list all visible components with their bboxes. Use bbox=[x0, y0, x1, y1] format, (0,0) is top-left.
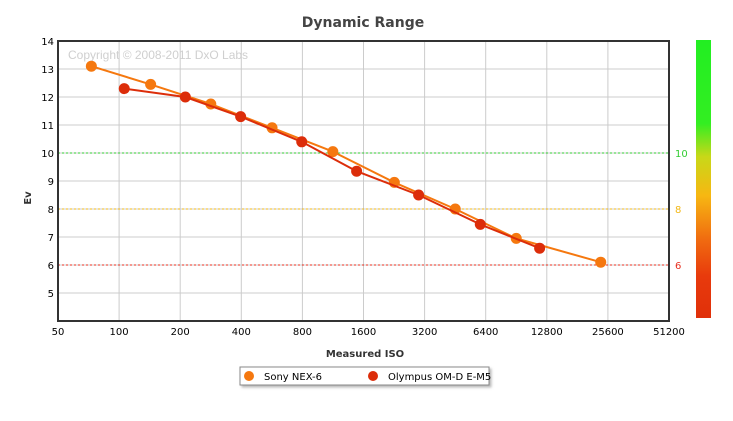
y-tick-label-13: 13 bbox=[41, 65, 54, 76]
data-point-olympus-om-d-e-m5[interactable] bbox=[413, 189, 425, 201]
y-tick-label-8: 8 bbox=[48, 205, 54, 216]
x-tick-label-200: 200 bbox=[171, 327, 190, 338]
data-point-olympus-om-d-e-m5[interactable] bbox=[118, 83, 130, 95]
legend-marker-sony-nex-6[interactable] bbox=[244, 371, 254, 381]
chart-title: Dynamic Range bbox=[302, 15, 424, 31]
legend-label-sony-nex-6[interactable]: Sony NEX-6 bbox=[264, 372, 322, 383]
data-point-olympus-om-d-e-m5[interactable] bbox=[235, 111, 247, 123]
data-point-olympus-om-d-e-m5[interactable] bbox=[474, 218, 486, 230]
y-axis-title: Ev bbox=[23, 191, 34, 205]
y-axis-ticks: 5 6 7 8 9 10 11 12 13 14 bbox=[41, 37, 54, 300]
x-tick-label-50: 50 bbox=[52, 327, 65, 338]
legend-label-olympus-om-d-e-m5[interactable]: Olympus OM-D E-M5 bbox=[388, 372, 491, 383]
data-point-sony-nex-6[interactable] bbox=[327, 146, 339, 158]
x-tick-label-800: 800 bbox=[293, 327, 312, 338]
data-point-olympus-om-d-e-m5[interactable] bbox=[351, 165, 363, 177]
x-tick-label-6400: 6400 bbox=[473, 327, 498, 338]
x-axis-title: Measured ISO bbox=[326, 349, 404, 360]
y-tick-label-5: 5 bbox=[48, 289, 54, 300]
x-tick-label-1600: 1600 bbox=[351, 327, 376, 338]
data-point-olympus-om-d-e-m5[interactable] bbox=[534, 242, 546, 254]
ev-color-scale bbox=[696, 40, 711, 318]
x-tick-label-12800: 12800 bbox=[531, 327, 563, 338]
ev-scale-label-8: 8 bbox=[675, 205, 681, 216]
x-tick-label-3200: 3200 bbox=[412, 327, 437, 338]
data-point-sony-nex-6[interactable] bbox=[145, 78, 157, 90]
x-axis-ticks: 50 100 200 400 800 1600 3200 6400 12800 25600 5120… bbox=[52, 327, 685, 338]
x-tick-label-51200: 51200 bbox=[653, 327, 685, 338]
plot-area-border bbox=[57, 40, 670, 322]
y-tick-label-7: 7 bbox=[48, 233, 54, 244]
x-tick-label-100: 100 bbox=[110, 327, 129, 338]
data-point-sony-nex-6[interactable] bbox=[595, 256, 607, 268]
watermark: Copyright © 2008-2011 DxO Labs bbox=[68, 48, 248, 62]
legend-box bbox=[239, 366, 490, 386]
data-point-olympus-om-d-e-m5[interactable] bbox=[296, 136, 308, 148]
series bbox=[85, 60, 607, 268]
x-tick-label-400: 400 bbox=[232, 327, 251, 338]
legend-marker-olympus-om-d-e-m5[interactable] bbox=[368, 371, 378, 381]
y-tick-label-14: 14 bbox=[41, 37, 54, 48]
ev-scale-label-10: 10 bbox=[675, 149, 688, 160]
y-tick-label-11: 11 bbox=[41, 121, 54, 132]
y-tick-label-6: 6 bbox=[48, 261, 54, 272]
y-tick-label-12: 12 bbox=[41, 93, 54, 104]
y-tick-label-9: 9 bbox=[48, 177, 54, 188]
x-tick-label-25600: 25600 bbox=[592, 327, 624, 338]
legend: Sony NEX-6 Olympus OM-D E-M5 bbox=[239, 366, 491, 386]
reference-lines bbox=[58, 152, 669, 266]
series-line-olympus-om-d-e-m5 bbox=[124, 87, 540, 250]
data-point-sony-nex-6[interactable] bbox=[85, 60, 97, 72]
y-tick-label-10: 10 bbox=[41, 149, 54, 160]
ev-scale-label-6: 6 bbox=[675, 261, 681, 272]
ev-scale-labels: 10 8 6 bbox=[675, 149, 688, 272]
data-point-olympus-om-d-e-m5[interactable] bbox=[179, 91, 191, 103]
